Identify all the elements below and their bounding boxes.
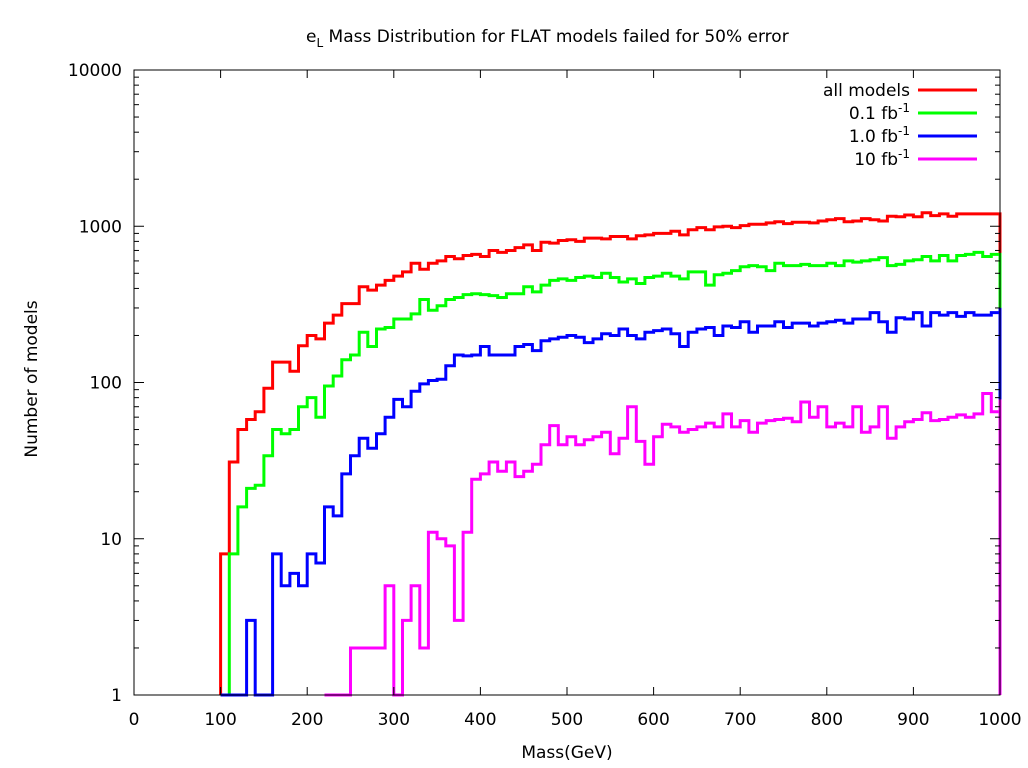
series-layer bbox=[219, 211, 1002, 697]
x-tick-label: 900 bbox=[897, 710, 929, 730]
legend-label: 0.1 fb-1 bbox=[849, 101, 910, 124]
x-tick-label: 1000 bbox=[978, 710, 1021, 730]
x-tick-label: 100 bbox=[204, 710, 236, 730]
ticks-layer: 0 100 200 300 400 500 600 700 800 900 1000 1 10 100 10… bbox=[68, 61, 1022, 730]
series-line-0-1-fb-1 bbox=[220, 250, 1002, 697]
y-tick-label: 100 bbox=[90, 374, 122, 394]
series-line-all-models bbox=[219, 211, 1002, 695]
y-axis-label: Number of models bbox=[22, 300, 42, 457]
series-line-1-0-fb-1 bbox=[220, 307, 1002, 697]
y-tick-label: 1000 bbox=[79, 217, 122, 237]
x-tick-label: 0 bbox=[129, 710, 140, 730]
x-tick-label: 500 bbox=[551, 710, 583, 730]
y-tick-label: 10000 bbox=[68, 61, 122, 81]
chart-title: eL Mass Distribution for FLAT models fai… bbox=[306, 27, 789, 50]
x-axis-label: Mass(GeV) bbox=[521, 743, 612, 763]
legend-label: 1.0 fb-1 bbox=[849, 124, 910, 147]
x-tick-label: 400 bbox=[464, 710, 496, 730]
legend-label: all models bbox=[823, 81, 910, 101]
x-tick-label: 700 bbox=[724, 710, 756, 730]
x-tick-label: 600 bbox=[637, 710, 669, 730]
x-tick-label: 800 bbox=[811, 710, 843, 730]
legend-label: 10 fb-1 bbox=[854, 147, 910, 170]
series-line-10-fb-1 bbox=[324, 392, 1002, 697]
y-tick-label: 10 bbox=[100, 530, 122, 550]
x-tick-label: 200 bbox=[291, 710, 323, 730]
x-tick-label: 300 bbox=[378, 710, 410, 730]
y-tick-label: 1 bbox=[111, 686, 122, 706]
